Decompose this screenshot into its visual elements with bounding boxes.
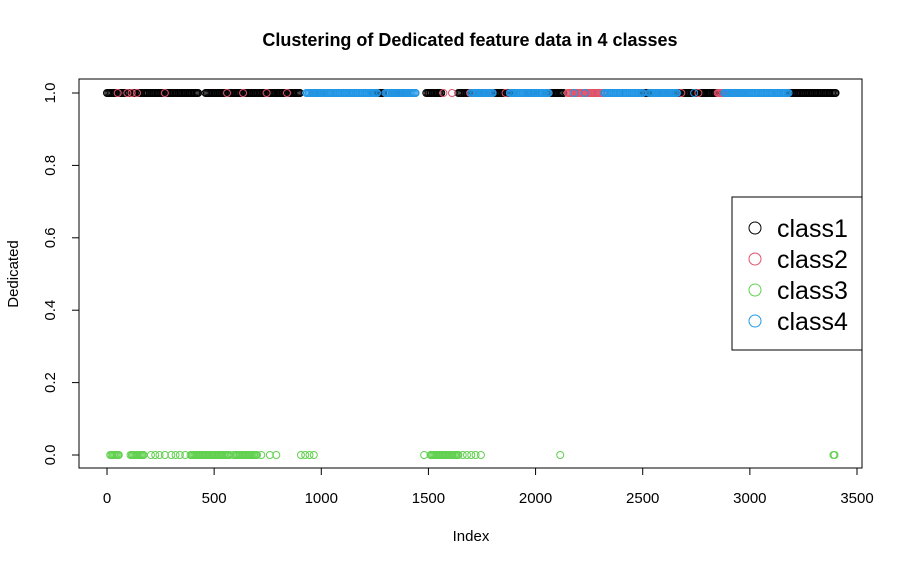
point-class3 [114, 451, 123, 459]
y-tick-label: 0.8 [42, 155, 59, 176]
point-class3 [272, 451, 281, 459]
x-tick-label: 2000 [519, 490, 552, 507]
point-class1 [194, 89, 203, 97]
y-axis-label: Dedicated [5, 240, 22, 308]
point-class1 [799, 89, 808, 97]
y-tick-label: 0.6 [42, 227, 59, 248]
x-axis-label: Index [453, 528, 490, 545]
point-class3 [296, 451, 305, 459]
y-tick-label: 0.2 [42, 372, 59, 393]
x-tick-label: 3500 [840, 490, 873, 507]
point-class4 [737, 89, 746, 97]
point-class3 [151, 451, 160, 459]
point-class3 [476, 451, 485, 459]
series-class3 [106, 451, 839, 459]
point-class3 [309, 451, 318, 459]
x-tick-label: 3000 [733, 490, 766, 507]
point-class3 [556, 451, 565, 459]
point-class3 [181, 451, 190, 459]
point-class3 [167, 451, 176, 459]
x-tick-label: 1000 [305, 490, 338, 507]
point-class3 [471, 451, 480, 459]
point-class2 [123, 89, 132, 97]
point-class3 [225, 451, 234, 459]
x-tick-label: 500 [202, 490, 227, 507]
point-class3 [463, 451, 471, 459]
point-class1 [831, 89, 840, 97]
legend-label-class3: class3 [777, 277, 848, 305]
point-class2 [127, 89, 136, 97]
point-class2 [262, 89, 271, 97]
point-class1 [219, 89, 228, 97]
y-tick-label: 0.0 [42, 445, 59, 466]
point-class3 [305, 451, 314, 459]
point-class2 [239, 89, 248, 97]
point-class4 [784, 89, 793, 97]
x-tick-label: 1500 [412, 490, 445, 507]
data-points [103, 89, 840, 459]
point-class1 [295, 89, 304, 97]
point-class4 [673, 89, 681, 97]
point-class3 [830, 451, 839, 459]
point-class3 [253, 451, 261, 459]
point-class4 [488, 89, 497, 97]
point-class3 [155, 451, 164, 459]
point-class4 [638, 89, 647, 97]
point-class3 [160, 451, 169, 459]
point-class2 [223, 89, 231, 97]
point-class3 [257, 451, 266, 459]
y-axis: 0.0 0.2 0.4 0.6 0.8 1.0 [42, 83, 80, 466]
point-class3 [454, 451, 463, 459]
legend-label-class4: class4 [777, 308, 848, 336]
point-class1 [269, 89, 278, 97]
legend-marker-class3 [748, 283, 762, 297]
chart-title: Clustering of Dedicated feature data in … [262, 30, 677, 50]
point-class2 [113, 89, 122, 97]
y-tick-label: 0.4 [42, 300, 59, 321]
point-class3 [458, 451, 467, 459]
legend-marker-class2 [748, 252, 762, 266]
point-class3 [265, 451, 274, 459]
point-class4 [690, 89, 699, 97]
point-class2 [160, 89, 169, 97]
series-class4 [302, 89, 793, 97]
point-class3 [420, 451, 429, 459]
point-class2 [677, 89, 686, 97]
point-class1 [437, 89, 446, 97]
point-class4 [544, 89, 553, 97]
legend-marker-class1 [748, 221, 762, 235]
point-class3 [175, 451, 184, 459]
x-tick-label: 0 [103, 490, 111, 507]
point-class2 [283, 89, 291, 97]
point-class3 [146, 451, 155, 459]
x-axis: 0 500 1000 1500 2000 2500 3000 3500 [103, 467, 874, 507]
point-class2 [439, 89, 448, 97]
point-class1 [698, 89, 707, 97]
point-class3 [301, 451, 310, 459]
point-class4 [411, 89, 420, 97]
x-tick-label: 2500 [626, 490, 659, 507]
point-class4 [570, 89, 579, 97]
point-class2 [448, 89, 456, 97]
legend-marker-class4 [748, 314, 762, 328]
point-class4 [373, 89, 381, 97]
point-class1 [426, 89, 435, 97]
point-class4 [580, 89, 589, 97]
point-class2 [694, 89, 703, 97]
point-class3 [229, 451, 238, 459]
legend-label-class1: class1 [777, 215, 848, 243]
point-class3 [467, 451, 476, 459]
legend: class1 class2 class3 class4 [731, 196, 863, 351]
point-class3 [171, 451, 180, 459]
point-class2 [133, 89, 141, 97]
legend-label-class2: class2 [777, 246, 848, 274]
y-tick-label: 1.0 [42, 83, 59, 104]
